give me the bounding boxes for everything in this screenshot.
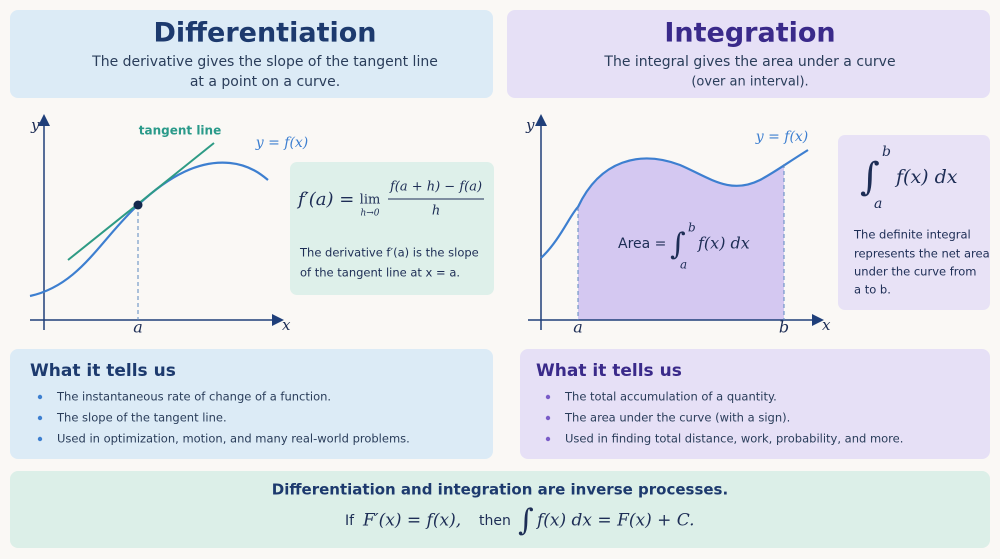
statement: Differentiation and integration are inve… bbox=[272, 481, 728, 499]
bullet bbox=[37, 436, 43, 442]
formula: then bbox=[479, 513, 511, 529]
formula: f(a + h) − f(a) bbox=[389, 180, 482, 195]
bound-label: b bbox=[779, 318, 789, 337]
subtitle: The derivative gives the slope of the ta… bbox=[91, 54, 438, 70]
list-item: The area under the curve (with a sign). bbox=[564, 411, 790, 425]
curve-label: y = f(x) bbox=[755, 129, 809, 145]
note: under the curve from bbox=[854, 265, 977, 279]
limit: a bbox=[874, 196, 882, 212]
axis-label: y bbox=[30, 116, 40, 134]
header-panel bbox=[10, 10, 493, 98]
integral-sign: ∫ bbox=[860, 155, 880, 199]
list-item: Used in finding total distance, work, pr… bbox=[565, 432, 903, 446]
title: Differentiation bbox=[153, 18, 376, 49]
subtitle: The integral gives the area under a curv… bbox=[603, 54, 895, 70]
integral-graph bbox=[528, 114, 824, 330]
bullet bbox=[545, 436, 551, 442]
header-panel bbox=[507, 10, 990, 98]
axis-label: y bbox=[525, 116, 535, 134]
integrand: f(x) dx bbox=[894, 166, 958, 188]
bullet bbox=[37, 415, 43, 421]
subtitle: (over an interval). bbox=[691, 75, 808, 90]
list-item: The slope of the tangent line. bbox=[56, 411, 227, 425]
title: Integration bbox=[664, 18, 835, 49]
bullet bbox=[545, 394, 551, 400]
list-item: Used in optimization, motion, and many r… bbox=[57, 432, 410, 446]
formula: lim bbox=[360, 193, 381, 208]
axis-label: x bbox=[822, 316, 831, 334]
info-panel bbox=[10, 349, 493, 459]
heading: What it tells us bbox=[30, 361, 176, 381]
heading: What it tells us bbox=[536, 361, 682, 381]
subtitle: at a point on a curve. bbox=[190, 74, 340, 90]
formula: ∫ bbox=[518, 503, 534, 538]
formula: h→0 bbox=[360, 209, 379, 219]
limit: a bbox=[680, 258, 687, 272]
formula: f(x) dx = F(x) + C. bbox=[535, 511, 695, 531]
bullet bbox=[545, 415, 551, 421]
derivative-graph bbox=[29, 114, 284, 330]
footer-panel bbox=[10, 471, 990, 548]
limit: b bbox=[688, 221, 696, 235]
tangent-label: tangent line bbox=[139, 124, 221, 138]
integral-sign: ∫ bbox=[670, 227, 686, 262]
axis-label: x bbox=[282, 316, 291, 334]
formula: If bbox=[345, 513, 355, 529]
note: a to b. bbox=[854, 283, 891, 297]
integrand: f(x) dx bbox=[697, 234, 750, 253]
note: represents the net area bbox=[854, 247, 990, 261]
bound-label: a bbox=[573, 318, 583, 337]
point-label: a bbox=[133, 318, 143, 337]
formula-box bbox=[290, 162, 494, 295]
curve-label: y = f(x) bbox=[255, 135, 309, 151]
formula: h bbox=[432, 204, 440, 219]
formula-box bbox=[838, 135, 990, 310]
limit: b bbox=[882, 144, 891, 160]
note: The derivative f′(a) is the slope bbox=[299, 246, 479, 260]
list-item: The total accumulation of a quantity. bbox=[564, 390, 777, 404]
formula: f′(a) = bbox=[296, 189, 354, 210]
area-label: Area = bbox=[618, 236, 666, 252]
bullet bbox=[37, 394, 43, 400]
note: The definite integral bbox=[853, 228, 971, 242]
note: of the tangent line at x = a. bbox=[300, 266, 460, 280]
formula: F′(x) = f(x), bbox=[362, 511, 461, 531]
list-item: The instantaneous rate of change of a fu… bbox=[56, 390, 331, 404]
info-panel bbox=[520, 349, 990, 459]
